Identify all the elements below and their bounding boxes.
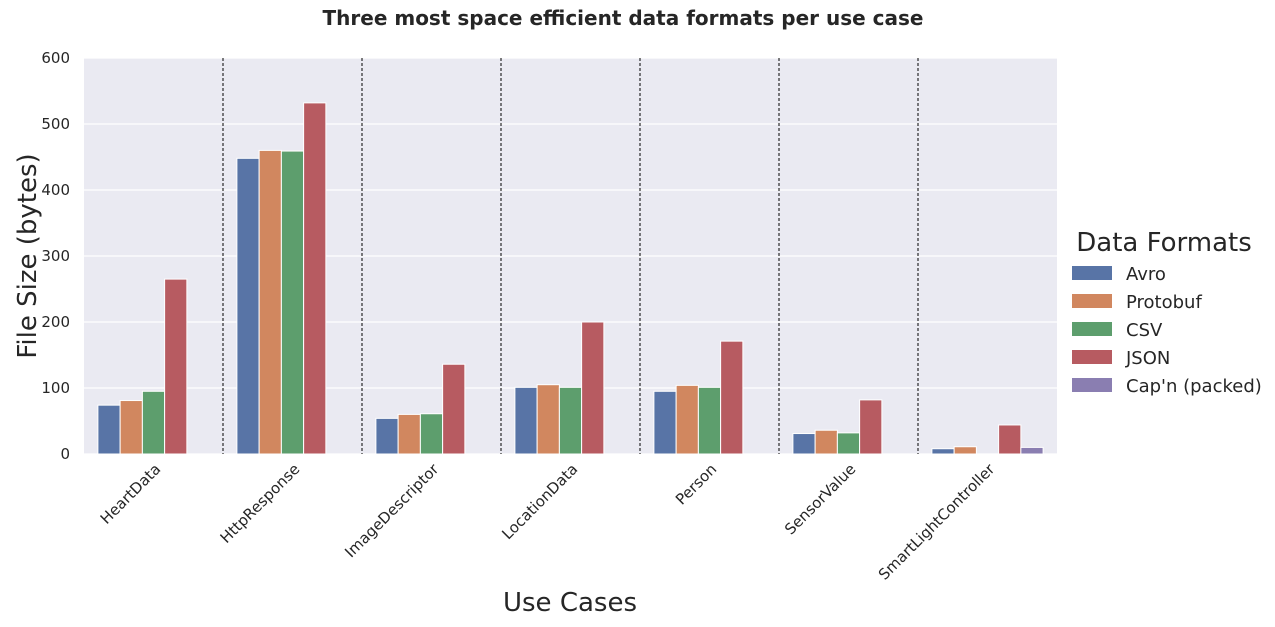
legend-title: Data Formats <box>1076 228 1252 258</box>
bar-json-sensorvalue <box>859 399 883 455</box>
bar-avro-person <box>653 390 677 455</box>
y-tick-label: 100 <box>41 379 70 397</box>
legend-label: CSV <box>1126 320 1163 341</box>
x-tick-label: SmartLightController <box>875 460 999 584</box>
bar-cap-n-packed--smartlightcontroller <box>1020 446 1044 455</box>
bar-avro-imagedescriptor <box>375 417 399 455</box>
bar-protobuf-locationdata <box>536 384 560 455</box>
bar-csv-sensorvalue <box>836 432 861 455</box>
legend-swatch <box>1072 322 1112 336</box>
y-tick-label: 500 <box>41 115 70 133</box>
bar-avro-httpresponse <box>236 157 260 455</box>
legend-swatch <box>1072 266 1112 280</box>
y-tick-label: 400 <box>41 181 70 199</box>
x-tick-label: SensorValue <box>781 460 859 538</box>
bar-protobuf-smartlightcontroller <box>953 446 977 455</box>
bars <box>97 102 1044 455</box>
legend-swatch <box>1072 350 1112 364</box>
chart-title: Three most space efficient data formats … <box>323 6 924 30</box>
bar-csv-httpresponse <box>280 150 305 455</box>
bar-protobuf-sensorvalue <box>814 429 838 455</box>
bar-json-smartlightcontroller <box>998 424 1022 455</box>
bar-json-person <box>720 340 744 455</box>
y-tick-labels: 0 100 200 300 400 500 600 <box>41 49 70 463</box>
x-tick-label: HeartData <box>97 460 165 528</box>
bar-json-heartdata <box>164 278 188 455</box>
category-separators <box>222 58 919 454</box>
legend: Data Formats Avro Protobuf CSV JSON Cap'n (p… <box>1072 228 1262 397</box>
x-tick-labels: HeartData HttpResponse ImageDescriptor Loca… <box>97 460 999 584</box>
x-tick-label: HttpResponse <box>217 460 304 547</box>
bar-protobuf-imagedescriptor <box>397 413 421 455</box>
bar-json-locationdata <box>581 321 605 455</box>
legend-label: Avro <box>1126 264 1166 285</box>
bar-avro-sensorvalue <box>792 433 816 455</box>
bar-csv-heartdata <box>141 390 166 455</box>
x-tick-label: LocationData <box>498 460 581 543</box>
bar-protobuf-person <box>675 384 699 455</box>
legend-label: Protobuf <box>1126 292 1202 313</box>
bar-protobuf-heartdata <box>119 400 143 455</box>
legend-label: JSON <box>1125 348 1170 369</box>
bar-avro-locationdata <box>514 386 538 455</box>
y-tick-label: 0 <box>60 445 70 463</box>
legend-label: Cap'n (packed) <box>1126 376 1262 397</box>
bar-csv-person <box>697 386 722 455</box>
bar-protobuf-httpresponse <box>258 149 282 455</box>
x-tick-label: ImageDescriptor <box>341 460 443 562</box>
bar-csv-locationdata <box>558 386 583 455</box>
x-tick-label: Person <box>672 460 720 508</box>
bar-csv-imagedescriptor <box>419 413 444 455</box>
y-tick-label: 200 <box>41 313 70 331</box>
bar-avro-heartdata <box>97 404 121 455</box>
bar-json-imagedescriptor <box>442 363 466 455</box>
y-tick-label: 300 <box>41 247 70 265</box>
legend-items: Avro Protobuf CSV JSON Cap'n (packed) <box>1072 264 1262 397</box>
y-tick-label: 600 <box>41 49 70 67</box>
x-axis-title: Use Cases <box>503 588 637 618</box>
legend-swatch <box>1072 378 1112 392</box>
legend-swatch <box>1072 294 1112 308</box>
bar-avro-smartlightcontroller <box>931 448 955 455</box>
y-axis-title: File Size (bytes) <box>13 153 43 358</box>
bar-json-httpresponse <box>303 102 327 455</box>
